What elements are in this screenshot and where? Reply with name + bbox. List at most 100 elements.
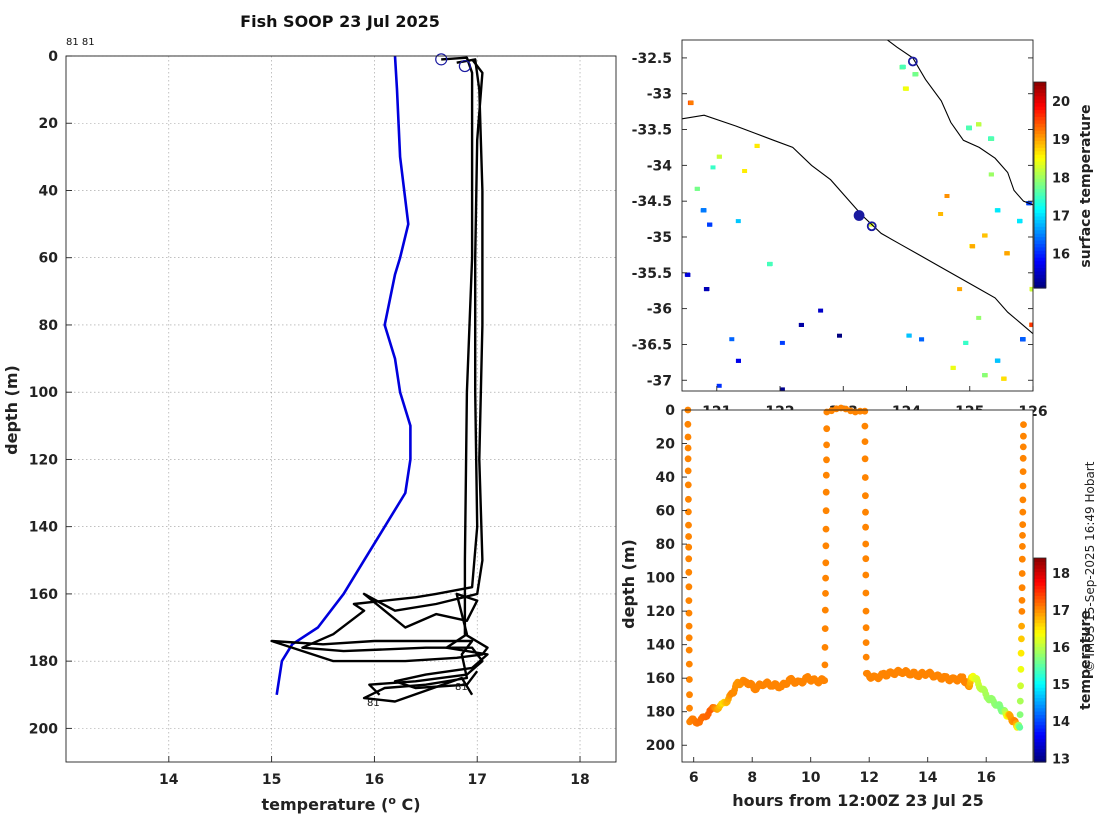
timeseries-track-point (862, 508, 869, 516)
timeseries-y-label: depth (m) (619, 539, 638, 629)
map-colorbar-segment (1034, 99, 1046, 104)
timeseries-track-point (822, 507, 830, 515)
map-sst-pixel (988, 137, 994, 141)
map-colorbar-segment (1034, 167, 1046, 172)
timeseries-track-point (685, 568, 693, 576)
timeseries-track-point (862, 492, 869, 500)
map-colorbar-segment (1034, 277, 1046, 282)
timeseries-track-point (862, 571, 870, 579)
timeseries-colorbar-segment (1034, 595, 1046, 600)
map-colorbar-segment (1034, 88, 1046, 93)
timeseries-colorbar-segment (1034, 758, 1046, 763)
timeseries-colorbar-segment (1034, 619, 1046, 624)
timeseries-track-point (822, 471, 830, 479)
map-sst-pixel (906, 333, 912, 338)
map-sst-pixel (995, 208, 1001, 213)
timeseries-colorbar-segment (1034, 561, 1046, 566)
timeseries-colorbar-tick-label: 17 (1052, 604, 1070, 619)
timeseries-track-point (1020, 421, 1027, 428)
timeseries-track-point (861, 474, 869, 481)
map-colorbar-tick-label: 16 (1052, 248, 1070, 263)
timeseries-track-point (685, 508, 692, 516)
timeseries-colorbar-segment (1034, 711, 1046, 715)
timeseries-colorbar-segment (1034, 687, 1046, 692)
profile-id-bottom-left: 81 (367, 698, 380, 709)
map-y-tick-label: -33.5 (632, 123, 672, 139)
timeseries-track-point (862, 555, 870, 563)
map-colorbar-segment (1034, 215, 1046, 220)
timeseries-track-point (685, 660, 693, 668)
profile-x-tick-label: 15 (262, 772, 281, 788)
profile-y-tick-label: 40 (39, 183, 59, 199)
map-sst-pixel (988, 172, 994, 177)
timeseries-track-point (685, 622, 693, 630)
map-colorbar-segment (1034, 239, 1046, 244)
map-colorbar-segment (1034, 195, 1046, 200)
map-sst-pixel (1001, 376, 1007, 381)
map-colorbar-segment (1034, 95, 1046, 100)
timeseries-track-point (684, 481, 692, 489)
timeseries-colorbar-segment (1034, 738, 1046, 743)
timeseries-track-point (685, 646, 693, 654)
timeseries-x-label: hours from 12:00Z 23 Jul 25 (732, 791, 983, 810)
timeseries-colorbar-segment (1034, 748, 1046, 753)
map-sst-pixel (767, 261, 773, 266)
timeseries-track-point (1017, 665, 1025, 673)
profile-x-label: temperature (o C) (261, 794, 420, 814)
timeseries-colorbar-segment (1034, 581, 1046, 586)
timeseries-colorbar-segment (1034, 605, 1046, 610)
map-y-tick-label: -35.5 (632, 266, 672, 282)
timeseries-y-tick-label: 180 (646, 705, 675, 721)
timeseries-colorbar-segment (1034, 741, 1046, 746)
map-colorbar-tick-label: 17 (1052, 210, 1070, 225)
timeseries-track-point (822, 542, 830, 550)
map-sst-pixel (735, 219, 741, 224)
timeseries-track-point (685, 597, 693, 604)
map-colorbar-segment (1034, 253, 1046, 258)
map-colorbar-segment (1034, 267, 1046, 272)
timeseries-colorbar: 13 14 15 16 17 18 (1033, 557, 1070, 767)
profile-id-bottom-right: 81 (455, 682, 468, 693)
timeseries-track-point (686, 691, 693, 699)
map-colorbar-segment (1034, 174, 1046, 179)
profile-x-tick-label: 17 (467, 772, 486, 788)
timeseries-colorbar-segment (1034, 721, 1046, 726)
timeseries-track-point (1019, 521, 1027, 528)
map-sst-pixels (684, 64, 1033, 391)
map-colorbar-segment (1034, 205, 1046, 210)
timeseries-colorbar-segment (1034, 609, 1046, 613)
map-sst-pixel (995, 358, 1001, 363)
map-sst-pixel (950, 365, 956, 370)
timeseries-track-point (1019, 482, 1027, 490)
map-colorbar-segment (1034, 171, 1046, 176)
profile-y-tick-label: 200 (29, 721, 58, 737)
profile-lines (270, 53, 489, 703)
timeseries-track (684, 404, 1027, 731)
timeseries-y-tick-label: 20 (656, 437, 676, 453)
timeseries-colorbar-segment (1034, 714, 1046, 719)
map-sst-pixel (969, 244, 975, 249)
map-y-tick-label: -33 (647, 87, 672, 103)
timeseries-track-point (1017, 649, 1025, 657)
map-sst-pixel (688, 100, 694, 105)
timeseries-track-point (1016, 697, 1024, 705)
timeseries-colorbar-segment (1034, 612, 1046, 617)
map-colorbar-tick-label: 18 (1052, 171, 1070, 186)
map-colorbar-segment (1034, 229, 1046, 234)
map-sst-pixel (976, 122, 981, 127)
map-panel: -32.5 -33 -33.5 -34 -34.5 -35 -35.5 -36 -36.5 -37… (632, 39, 1094, 420)
timeseries-track-point (1017, 682, 1024, 690)
timeseries-colorbar-segment (1034, 680, 1046, 685)
timeseries-track-point (1019, 543, 1026, 550)
timeseries-track-point (822, 525, 830, 533)
map-colorbar-segment (1034, 140, 1046, 145)
map-colorbar-segment (1034, 226, 1046, 231)
timeseries-y-tick-label: 40 (656, 470, 676, 486)
map-sst-pixel (703, 287, 709, 291)
timeseries-track-point (862, 624, 870, 632)
map-colorbar-segment (1034, 157, 1046, 162)
map-colorbar-label: surface temperature (1078, 104, 1094, 267)
map-colorbar-segment (1034, 136, 1046, 141)
profile-plot-frame (65, 55, 617, 763)
